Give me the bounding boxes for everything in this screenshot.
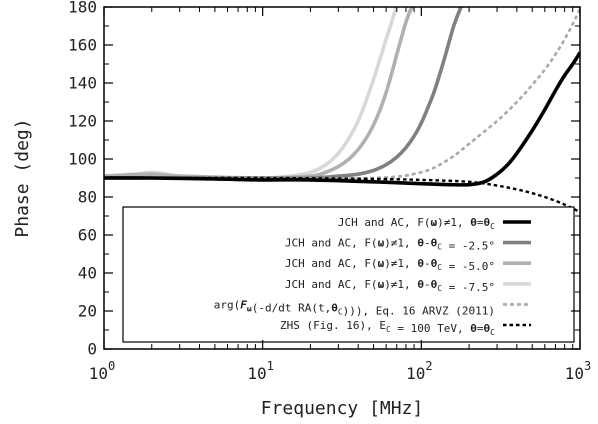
legend-box bbox=[122, 206, 575, 343]
x-tick-label: 101 bbox=[247, 359, 274, 383]
y-tick-label: 40 bbox=[78, 264, 97, 283]
series-line-6 bbox=[104, 176, 580, 214]
y-tick-label: 60 bbox=[78, 226, 97, 245]
x-tick-label: 100 bbox=[89, 359, 116, 383]
axis-ticks: 0 20 40 60 80 100 120 140 160 180 100 101 102 103 bbox=[68, 0, 591, 383]
series-line-2 bbox=[104, 7, 463, 180]
x-tick-label: 103 bbox=[565, 359, 592, 383]
y-tick-label: 80 bbox=[78, 188, 97, 207]
series-line-1 bbox=[104, 51, 580, 187]
y-tick-label: 140 bbox=[68, 74, 97, 93]
legend-entry-4: JCH and AC, F(ω)≠1, θ-θC = -7.5° bbox=[285, 278, 495, 294]
y-tick-label: 0 bbox=[87, 340, 97, 359]
x-axis-label: Frequency [MHz] bbox=[261, 398, 424, 419]
legend-entry-2: JCH and AC, F(ω)≠1, θ-θC = -2.5° bbox=[285, 237, 495, 253]
series-line-4 bbox=[104, 7, 399, 181]
y-tick-label: 20 bbox=[78, 302, 97, 321]
legend-entry-5: arg(Fω(-d/dt RA(t,θC))), Eq. 16 ARVZ (20… bbox=[214, 298, 495, 317]
y-tick-label: 120 bbox=[68, 112, 97, 131]
series-layer bbox=[104, 7, 580, 214]
legend-entry-3: JCH and AC, F(ω)≠1, θ-θC = -5.0° bbox=[285, 257, 495, 273]
series-line-5 bbox=[104, 8, 580, 180]
y-tick-label: 160 bbox=[68, 36, 97, 55]
y-tick-label: 180 bbox=[68, 0, 97, 17]
legend-entry-1: JCH and AC, F(ω)≠1, θ=θC bbox=[338, 216, 495, 231]
y-tick-label: 100 bbox=[68, 150, 97, 169]
x-tick-label: 102 bbox=[406, 359, 433, 383]
legend: JCH and AC, F(ω)≠1, θ=θC JCH and AC, F(ω)… bbox=[122, 206, 575, 343]
y-axis-label: Phase (deg) bbox=[12, 118, 33, 237]
legend-entry-6: ZHS (Fig. 16), EC = 100 TeV, θ=θC bbox=[280, 319, 495, 337]
